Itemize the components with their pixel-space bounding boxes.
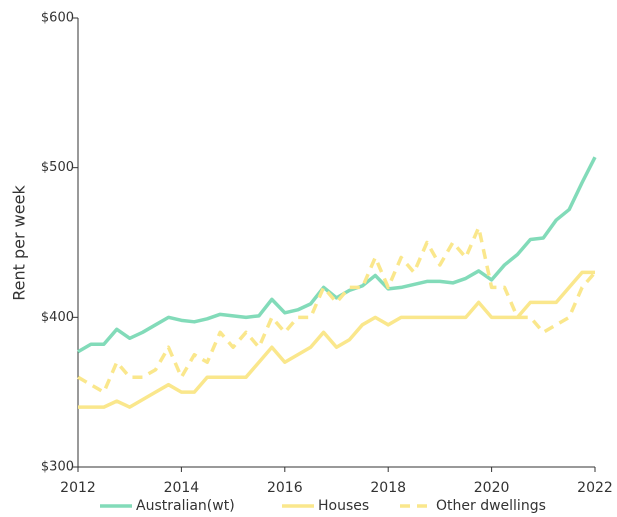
y-axis-label: Rent per week [10, 185, 29, 301]
y-tick-label: $400 [41, 310, 74, 325]
x-tick-label: 2020 [474, 480, 510, 496]
x-tick-label: 2022 [577, 480, 613, 496]
line-series [78, 270, 595, 409]
y-tick-label: $300 [41, 460, 74, 475]
x-tick-label: 2018 [370, 480, 406, 496]
x-tick-label: 2014 [164, 480, 200, 496]
legend-label: Other dwellings [436, 498, 546, 514]
x-tick-label: 2012 [60, 480, 96, 496]
legend-label: Houses [318, 498, 369, 514]
x-tick-label: 2016 [267, 480, 303, 496]
legend-label: Australian(wt) [136, 498, 235, 514]
y-tick-label: $500 [41, 160, 74, 175]
line-series [77, 225, 597, 394]
y-tick-label: $600 [41, 11, 74, 26]
line-series [77, 156, 597, 354]
